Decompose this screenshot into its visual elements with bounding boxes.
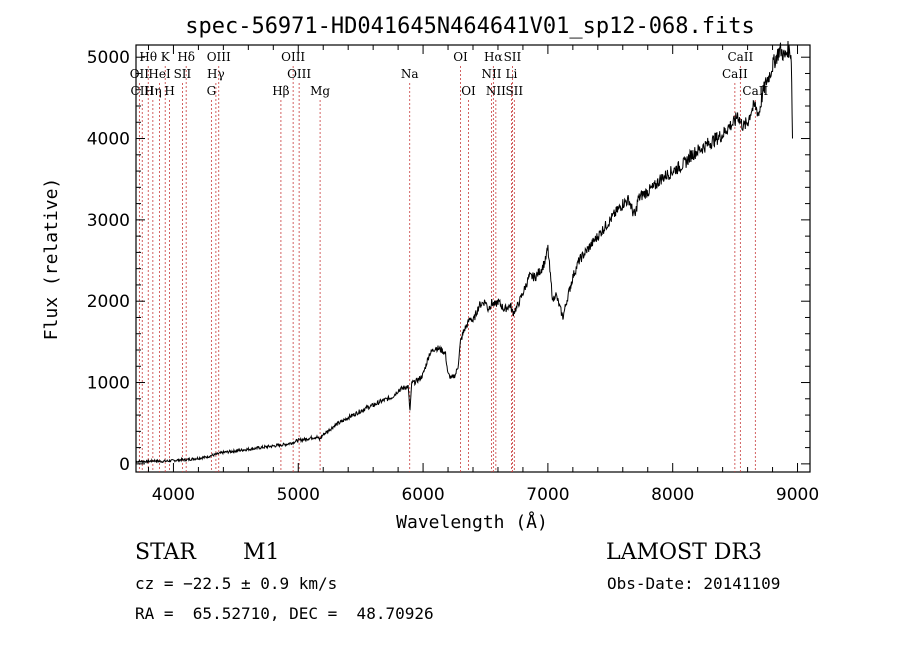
- spectral-line-label: Hγ: [207, 67, 225, 81]
- spectral-line-label: OI: [453, 50, 468, 64]
- spectral-line-label: SII: [504, 50, 522, 64]
- x-tick-label: 8000: [651, 485, 694, 505]
- chart-title: spec-56971-HD041645N464641V01_sp12-068.f…: [185, 14, 755, 39]
- y-tick-label: 0: [119, 455, 130, 475]
- spectral-line-label: H: [164, 84, 174, 98]
- axis-ticks: 4000 5000 6000 7000 8000 9000 0 1000 2000 3000 400…: [87, 45, 819, 505]
- spectrum-line: [135, 40, 793, 465]
- y-tick-label: 1000: [87, 374, 130, 394]
- object-class: STAR: [135, 540, 196, 565]
- x-tick-label: 9000: [776, 485, 819, 505]
- spectral-line-label: OI: [461, 84, 476, 98]
- y-axis-label: Flux (relative): [41, 178, 62, 341]
- spectral-line-label: Hη: [144, 84, 162, 98]
- spectral-line-label: NII: [486, 84, 506, 98]
- spectral-line-label: Na: [401, 67, 419, 81]
- spectral-line-label: Hθ: [139, 50, 157, 64]
- redshift-cz: cz = −22.5 ± 0.9 km/s: [135, 574, 338, 593]
- x-axis-label: Wavelength (Å): [396, 511, 548, 533]
- spectral-line-label: OIII: [207, 50, 231, 64]
- spectral-line-label: OIII: [281, 50, 305, 64]
- spectral-line-label: OII: [130, 67, 150, 81]
- spectral-line-label: HeI: [148, 67, 171, 81]
- x-tick-label: 5000: [277, 485, 320, 505]
- spectral-line-label: G: [207, 84, 217, 98]
- spectral-line-label: Li: [506, 67, 518, 81]
- x-tick-label: 4000: [152, 485, 195, 505]
- spectral-line-label: OIII: [287, 67, 311, 81]
- observation-date: Obs-Date: 20141109: [607, 574, 781, 593]
- spectrum-series: [135, 40, 793, 465]
- spectral-line-label: CaII: [727, 50, 753, 64]
- y-tick-label: 3000: [87, 211, 130, 231]
- spectral-line-label: CaII: [722, 67, 748, 81]
- spectral-line-label: SII: [505, 84, 523, 98]
- y-tick-label: 4000: [87, 130, 130, 150]
- y-tick-label: 5000: [87, 48, 130, 68]
- spectral-line-label: K: [161, 50, 171, 64]
- object-subclass: M1: [243, 540, 280, 565]
- spectral-line-label: Hβ: [272, 84, 289, 98]
- spectral-line-label: Hα: [484, 50, 503, 64]
- coordinates: RA = 65.52710, DEC = 48.70926: [135, 604, 434, 623]
- spectral-line-label: NII: [481, 67, 501, 81]
- spectral-line-label: CIII: [131, 84, 155, 98]
- x-tick-label: 6000: [401, 485, 444, 505]
- plot-frame: [135, 44, 811, 473]
- spectral-line-label: Hδ: [177, 50, 195, 64]
- y-tick-label: 2000: [87, 292, 130, 312]
- survey-name: LAMOST DR3: [606, 540, 762, 565]
- x-tick-label: 7000: [526, 485, 569, 505]
- spectral-line-label: SII: [174, 67, 192, 81]
- spectral-line-label: Mg: [310, 84, 330, 98]
- spectral-line-markers: [138, 66, 756, 472]
